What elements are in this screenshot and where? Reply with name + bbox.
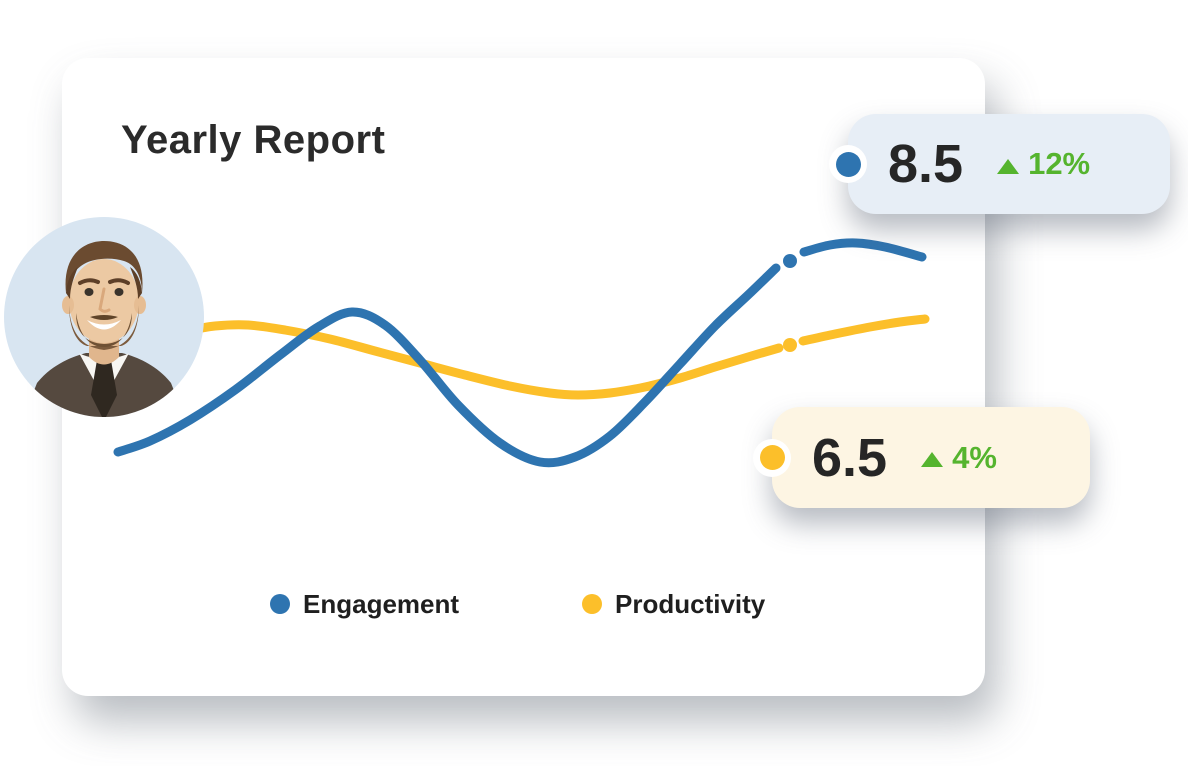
engagement-trend: 12% <box>997 146 1090 182</box>
avatar-nose <box>98 287 111 313</box>
page-title: Yearly Report <box>121 118 386 162</box>
avatar[interactable] <box>4 217 204 417</box>
avatar-eye <box>84 288 94 296</box>
engagement-value: 8.5 <box>888 134 964 194</box>
legend-item-productivity[interactable]: Productivity <box>582 588 765 620</box>
avatar-eye <box>114 288 124 296</box>
avatar-hair <box>65 241 143 293</box>
legend-label: Productivity <box>615 588 766 619</box>
legend-item-engagement[interactable]: Engagement <box>270 588 459 620</box>
avatar-tie <box>91 360 117 417</box>
avatar-hair-side <box>130 267 142 299</box>
trend-up-icon <box>997 158 1020 174</box>
productivity-trend: 4% <box>921 440 997 476</box>
productivity-legend-dot-icon <box>582 594 602 614</box>
productivity-trend-percent: 4% <box>952 439 997 475</box>
engagement-dot-icon <box>835 151 861 177</box>
productivity-dot-icon <box>759 445 785 470</box>
engagement-trend-percent: 12% <box>1028 146 1091 181</box>
engagement-stat-badge[interactable]: 8.5 12% <box>829 114 1170 214</box>
avatar-ear <box>134 296 146 314</box>
engagement-dot-ring <box>829 145 867 183</box>
trend-up-icon <box>921 452 944 467</box>
avatar-eyebrow <box>108 278 130 285</box>
avatar-hair-side <box>66 267 78 299</box>
avatar-smile <box>87 320 121 330</box>
productivity-stat-badge[interactable]: 6.5 4% <box>753 407 1090 508</box>
avatar-image <box>4 217 204 417</box>
engagement-legend-dot-icon <box>270 594 290 614</box>
avatar-mustache <box>90 315 118 320</box>
avatar-face <box>69 259 139 343</box>
productivity-dot-ring <box>753 438 791 477</box>
avatar-eyebrow <box>78 278 100 285</box>
avatar-ear <box>62 296 74 314</box>
legend-label: Engagement <box>303 588 460 619</box>
productivity-value: 6.5 <box>812 427 888 488</box>
